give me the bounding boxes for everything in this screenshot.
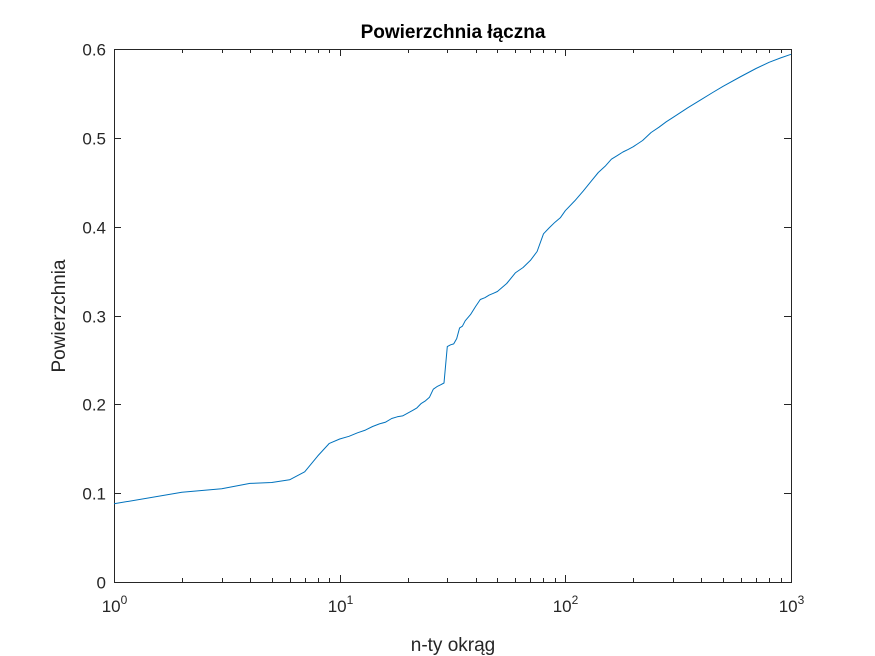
y-tick-label: 0.6 <box>82 41 106 60</box>
x-tick-label: 103 <box>779 593 805 616</box>
x-tick-label: 101 <box>328 593 354 616</box>
plot-area <box>114 49 792 583</box>
x-tick-label: 102 <box>553 593 579 616</box>
axis-ticks: 100 101 102 103 0 0.1 0.2 0.3 0.4 0.5 0.6 <box>82 41 804 617</box>
y-tick-label: 0.1 <box>82 485 106 504</box>
chart-title: Powierzchnia łączna <box>361 22 546 43</box>
series-line <box>113 53 792 505</box>
y-tick-label: 0.3 <box>82 308 106 327</box>
y-tick-label: 0 <box>97 574 106 593</box>
x-axis-label: n-ty okrąg <box>411 635 495 656</box>
y-axis-label: Powierzchnia <box>49 259 70 372</box>
y-tick-label: 0.2 <box>82 396 106 415</box>
x-tick-label: 100 <box>102 593 128 616</box>
y-tick-label: 0.5 <box>82 130 106 149</box>
y-tick-label: 0.4 <box>82 219 106 238</box>
